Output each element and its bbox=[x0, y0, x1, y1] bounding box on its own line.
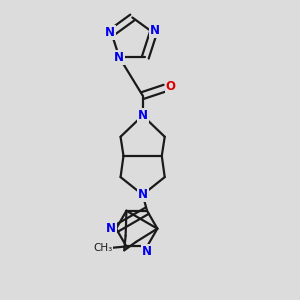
Text: N: N bbox=[106, 222, 116, 235]
Text: N: N bbox=[138, 188, 148, 201]
Text: N: N bbox=[150, 24, 160, 37]
Text: N: N bbox=[142, 245, 152, 258]
Text: O: O bbox=[166, 80, 176, 93]
Text: N: N bbox=[114, 51, 124, 64]
Text: N: N bbox=[138, 109, 148, 122]
Text: N: N bbox=[105, 26, 115, 39]
Text: CH₃: CH₃ bbox=[93, 243, 112, 253]
